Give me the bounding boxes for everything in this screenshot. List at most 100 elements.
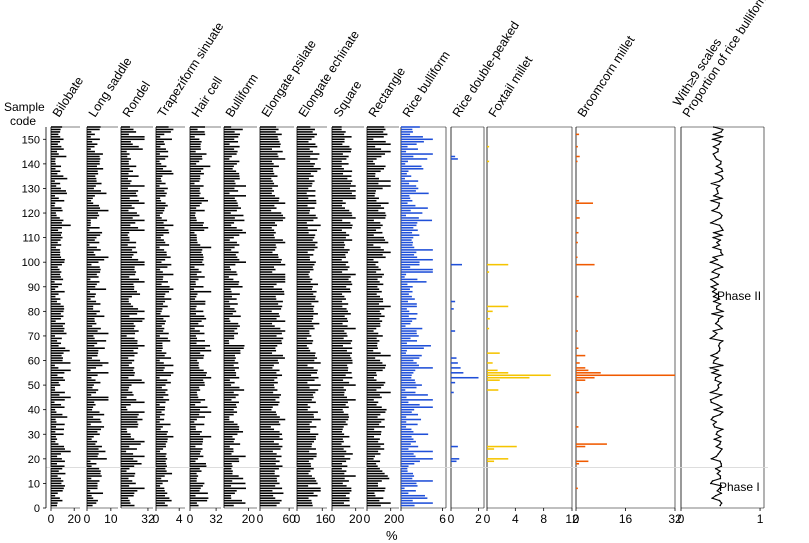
bar-bulliform-46 (224, 394, 239, 396)
bar-hair-cell-138 (190, 168, 204, 170)
bar-rondel-140 (121, 163, 129, 165)
header-bulliform: Bulliform (223, 71, 261, 119)
bar-square-32 (332, 428, 343, 431)
bar-bilobate-85 (51, 298, 61, 300)
bar-trapeziform-sinuate-128 (156, 192, 167, 195)
bar-hair-cell-83 (190, 303, 206, 305)
bar-rice-bulliform-78 (401, 315, 409, 318)
bar-rondel-118 (121, 217, 133, 219)
bar-rice-bulliform-139 (401, 165, 422, 168)
bar-rectangle-25 (367, 445, 381, 448)
bar-long-saddle-10 (87, 482, 98, 485)
bar-elongate-echinate-92 (297, 281, 311, 283)
bar-rice-bulliform-104 (401, 251, 417, 254)
bar-rice-bulliform-52 (401, 379, 415, 381)
bar-long-saddle-40 (87, 408, 93, 411)
bar-elongate-echinate-61 (297, 357, 318, 359)
bar-bulliform-144 (224, 153, 237, 155)
bar-long-saddle-74 (87, 325, 93, 327)
bar-bilobate-38 (51, 413, 63, 416)
bar-rondel-5 (121, 494, 134, 497)
bar-trapeziform-sinuate-146 (156, 148, 166, 150)
bar-rondel-21 (121, 455, 145, 458)
bar-elongate-echinate-33 (297, 426, 317, 428)
bar-bilobate-36 (51, 418, 56, 421)
bar-rectangle-94 (367, 276, 383, 278)
bar-hair-cell-46 (190, 394, 198, 396)
bar-long-saddle-137 (87, 170, 98, 173)
point-proportion-of-rice-bulliform-74 (718, 325, 721, 327)
bar-bilobate-102 (51, 256, 62, 259)
bar-elongate-psilate-18 (260, 462, 276, 465)
bar-elongate-psilate-109 (260, 239, 283, 241)
bar-bilobate-17 (51, 465, 65, 467)
bar-rice-bulliform-61 (401, 357, 420, 359)
bar-bilobate-77 (51, 317, 61, 320)
y-axis-title-line1: Sample (4, 100, 45, 114)
bar-trapeziform-sinuate-20 (156, 458, 168, 460)
bar-elongate-psilate-17 (260, 465, 283, 467)
point-proportion-of-rice-bulliform-16 (715, 467, 717, 470)
bar-elongate-echinate-155 (297, 126, 311, 128)
bar-elongate-echinate-87 (297, 293, 314, 295)
bar-bilobate-64 (51, 349, 70, 352)
bar-rectangle-95 (367, 273, 384, 276)
bar-bilobate-150 (51, 138, 64, 141)
bar-square-26 (332, 443, 342, 445)
bar-square-16 (332, 467, 342, 470)
point-proportion-of-rice-bulliform-13 (719, 475, 722, 477)
bar-rondel-141 (121, 160, 129, 163)
bar-rectangle-42 (367, 403, 377, 406)
bar-hair-cell-14 (190, 472, 197, 475)
bar-elongate-echinate-18 (297, 462, 311, 465)
bar-elongate-echinate-143 (297, 155, 311, 158)
point-proportion-of-rice-bulliform-118 (720, 217, 722, 219)
bar-elongate-psilate-7 (260, 490, 273, 492)
bar-bilobate-84 (51, 300, 57, 303)
bar-long-saddle-2 (87, 502, 97, 504)
bar-bulliform-44 (224, 399, 232, 401)
bar-rectangle-4 (367, 497, 384, 499)
point-proportion-of-rice-bulliform-155 (712, 126, 715, 128)
bar-elongate-psilate-89 (260, 288, 283, 291)
bar-rice-bulliform-127 (401, 195, 410, 197)
bar-trapeziform-sinuate-82 (156, 305, 168, 308)
bar-trapeziform-sinuate-99 (156, 263, 172, 266)
point-proportion-of-rice-bulliform-1 (719, 504, 721, 507)
bar-rice-bulliform-125 (401, 199, 413, 202)
bar-rice-double-peaked-47 (451, 391, 454, 394)
bar-bulliform-19 (224, 460, 240, 463)
bar-rice-bulliform-13 (401, 475, 415, 477)
bar-long-saddle-128 (87, 192, 107, 195)
x-tick-label-rice-double-peaked-0: 0 (448, 512, 455, 526)
bar-square-55 (332, 372, 352, 374)
point-proportion-of-rice-bulliform-68 (721, 340, 724, 342)
bar-rondel-31 (121, 431, 128, 433)
bar-trapeziform-sinuate-139 (156, 165, 167, 168)
bar-rectangle-86 (367, 295, 381, 298)
bar-long-saddle-103 (87, 254, 96, 256)
bar-square-40 (332, 408, 343, 411)
bar-rondel-113 (121, 229, 145, 232)
bar-rectangle-149 (367, 140, 386, 143)
bar-rice-bulliform-64 (401, 349, 407, 352)
bar-rice-double-peaked-61 (451, 357, 457, 359)
bar-elongate-echinate-37 (297, 416, 314, 418)
bar-elongate-echinate-29 (297, 435, 316, 438)
bar-rectangle-40 (367, 408, 387, 411)
bar-square-101 (332, 258, 342, 261)
bar-broomcorn-millet-65 (576, 347, 579, 350)
bar-bilobate-87 (51, 293, 59, 295)
bar-bulliform-36 (224, 418, 230, 421)
header-text-rice-double-peaked-0: Rice double-peaked (450, 19, 522, 120)
point-proportion-of-rice-bulliform-27 (719, 440, 722, 443)
bar-rice-bulliform-99 (401, 263, 420, 266)
bar-elongate-echinate-74 (297, 325, 314, 327)
bar-hair-cell-101 (190, 258, 204, 261)
bar-hair-cell-92 (190, 281, 196, 283)
point-proportion-of-rice-bulliform-64 (718, 349, 721, 352)
bar-hair-cell-117 (190, 219, 197, 222)
bar-long-saddle-147 (87, 145, 95, 148)
bar-trapeziform-sinuate-114 (156, 227, 165, 229)
bar-rondel-126 (121, 197, 130, 200)
